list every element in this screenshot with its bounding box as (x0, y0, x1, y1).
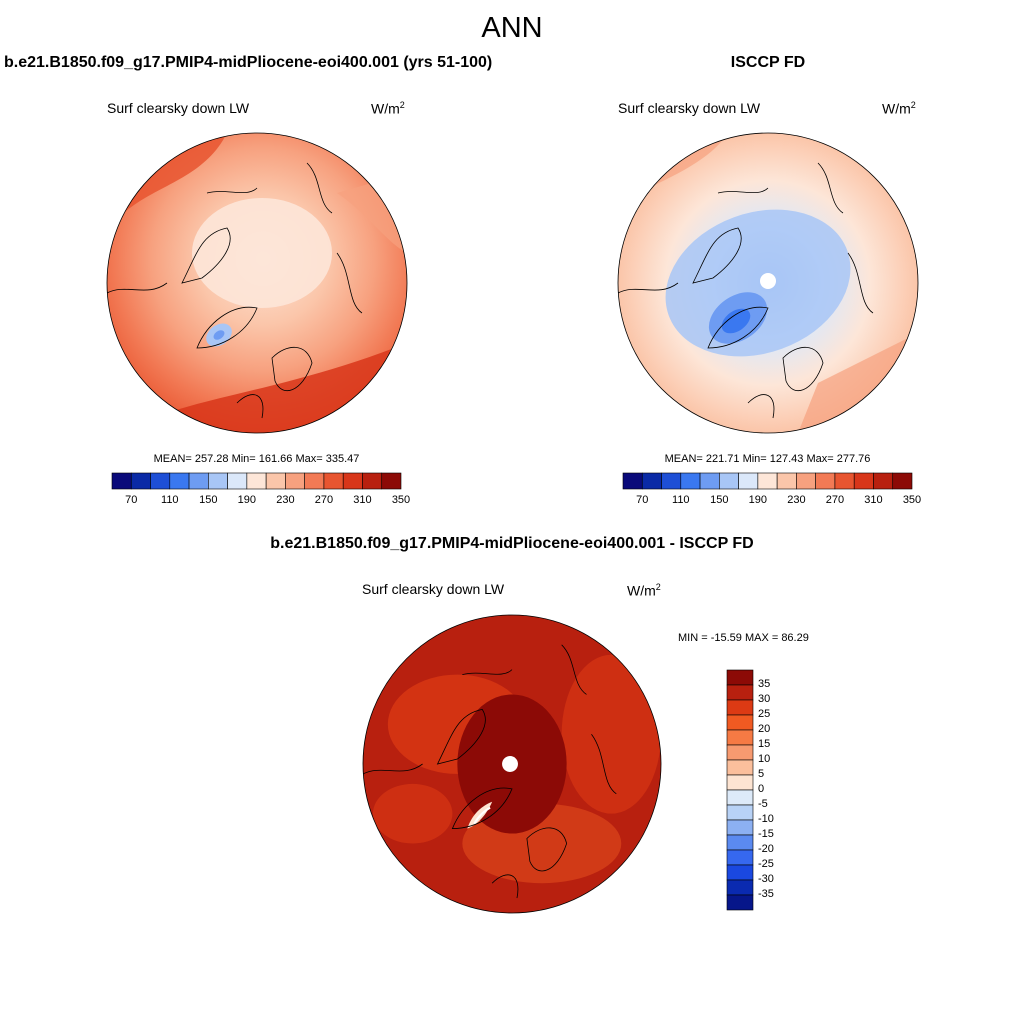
panel1-title: b.e21.B1850.f09_g17.PMIP4-midPliocene-eo… (4, 54, 493, 71)
colorbar-tick-label: 5 (758, 768, 765, 780)
colorbar-tick-label: 70 (636, 494, 649, 506)
colorbar-tick-label: -20 (758, 843, 774, 855)
panel1-stats: MEAN= 257.28 Min= 161.66 Max= 335.47 (153, 453, 360, 465)
colorbar-swatch (342, 472, 363, 490)
colorbar-swatch (726, 774, 754, 791)
colorbar-swatch (726, 699, 754, 716)
colorbar-swatch (726, 744, 754, 761)
colorbar-swatch (796, 472, 816, 490)
colorbar-swatch (726, 759, 754, 776)
colorbar-tick-label: 270 (825, 494, 845, 506)
panel1-polar-map (106, 132, 408, 434)
colorbar-swatch (699, 472, 720, 490)
colorbar-swatch (362, 472, 383, 490)
colorbar-swatch (622, 472, 643, 490)
colorbar-swatch (853, 472, 874, 490)
colorbar-swatch (726, 834, 754, 851)
colorbar-tick-label: 350 (391, 494, 411, 506)
colorbar-swatch (815, 472, 836, 490)
panel3-colorbar-ticks: 35 30 25 20 15 10 5 0 -5 -10 -15 -20 -25 -30 -35 (758, 670, 798, 910)
panel3-stats: MIN = -15.59 MAX = 86.29 (678, 632, 809, 644)
colorbar-swatch (726, 804, 754, 821)
colorbar-tick-label: 150 (710, 494, 729, 506)
colorbar-swatch (726, 729, 754, 746)
colorbar-tick-label: -10 (758, 813, 774, 825)
colorbar-swatch (381, 472, 402, 490)
colorbar-swatch (130, 472, 151, 490)
colorbar-swatch (719, 472, 739, 490)
colorbar-swatch (227, 472, 248, 490)
colorbar-tick-label: 30 (758, 693, 771, 705)
colorbar-tick-label: 150 (199, 494, 218, 506)
colorbar-tick-label: -35 (758, 888, 774, 900)
colorbar-swatch (150, 472, 171, 490)
panel3-polar-map (362, 614, 662, 914)
colorbar-swatch (726, 894, 754, 911)
colorbar-swatch (873, 472, 894, 490)
colorbar-tick-label: 270 (314, 494, 334, 506)
colorbar-swatch (304, 472, 325, 490)
colorbar-swatch (208, 472, 228, 490)
colorbar-tick-label: 70 (125, 494, 138, 506)
colorbar-tick-label: -25 (758, 858, 774, 870)
colorbar-tick-label: 230 (276, 494, 295, 506)
colorbar-tick-label: -15 (758, 828, 774, 840)
colorbar-swatch (892, 472, 913, 490)
panel2-variable-label: Surf clearsky down LW (618, 100, 761, 116)
colorbar-tick-label: 10 (758, 753, 771, 765)
colorbar-swatch (246, 472, 267, 490)
colorbar-tick-label: 20 (758, 723, 771, 735)
colorbar-swatch (111, 472, 132, 490)
panel1-variable-label: Surf clearsky down LW (107, 100, 250, 116)
colorbar-tick-label: 350 (902, 494, 922, 506)
colorbar-tick-label: 190 (237, 494, 257, 506)
colorbar-swatch (834, 472, 855, 490)
colorbar-tick-label: 110 (672, 494, 690, 506)
colorbar-swatch (641, 472, 662, 490)
colorbar-swatch (726, 684, 754, 701)
colorbar-swatch (726, 819, 754, 836)
colorbar-tick-label: 15 (758, 738, 771, 750)
panel3-colorbar (726, 669, 754, 911)
colorbar-tick-label: 310 (864, 494, 883, 506)
colorbar-tick-label: 110 (161, 494, 179, 506)
panel2-colorbar-ticks: 70 110 150 190 230 270 310 350 (623, 494, 921, 508)
colorbar-tick-label: 190 (748, 494, 768, 506)
colorbar-swatch (738, 472, 759, 490)
colorbar-swatch (680, 472, 701, 490)
panel1-colorbar (111, 472, 402, 490)
colorbar-swatch (265, 472, 286, 490)
colorbar-swatch (169, 472, 190, 490)
panel2-units: W/m2 (882, 100, 916, 117)
colorbar-swatch (323, 472, 344, 490)
colorbar-swatch (726, 864, 754, 881)
panel1-colorbar-ticks: 70 110 150 190 230 270 310 350 (112, 494, 410, 508)
colorbar-swatch (661, 472, 682, 490)
panel2-stats: MEAN= 221.71 Min= 127.43 Max= 277.76 (664, 453, 871, 465)
colorbar-swatch (188, 472, 209, 490)
colorbar-tick-label: 230 (787, 494, 806, 506)
panel2-polar-map (617, 132, 919, 434)
colorbar-swatch (776, 472, 797, 490)
panel3-title: b.e21.B1850.f09_g17.PMIP4-midPliocene-eo… (270, 535, 754, 552)
colorbar-tick-label: -5 (758, 798, 768, 810)
panel2-title: ISCCP FD (730, 54, 806, 71)
colorbar-swatch (726, 669, 754, 686)
colorbar-tick-label: 35 (758, 678, 771, 690)
colorbar-tick-label: 310 (353, 494, 372, 506)
colorbar-swatch (726, 849, 754, 866)
panel1-units: W/m2 (371, 100, 405, 117)
colorbar-tick-label: 0 (758, 783, 765, 795)
colorbar-swatch (757, 472, 778, 490)
panel2-colorbar (622, 472, 913, 490)
figure-title: ANN (481, 12, 543, 44)
colorbar-swatch (726, 879, 754, 896)
colorbar-tick-label: 25 (758, 708, 771, 720)
colorbar-swatch (285, 472, 305, 490)
panel3-units: W/m2 (627, 582, 661, 599)
panel3-variable-label: Surf clearsky down LW (362, 581, 505, 597)
colorbar-tick-label: -30 (758, 873, 774, 885)
colorbar-swatch (726, 789, 754, 806)
colorbar-swatch (726, 714, 754, 731)
